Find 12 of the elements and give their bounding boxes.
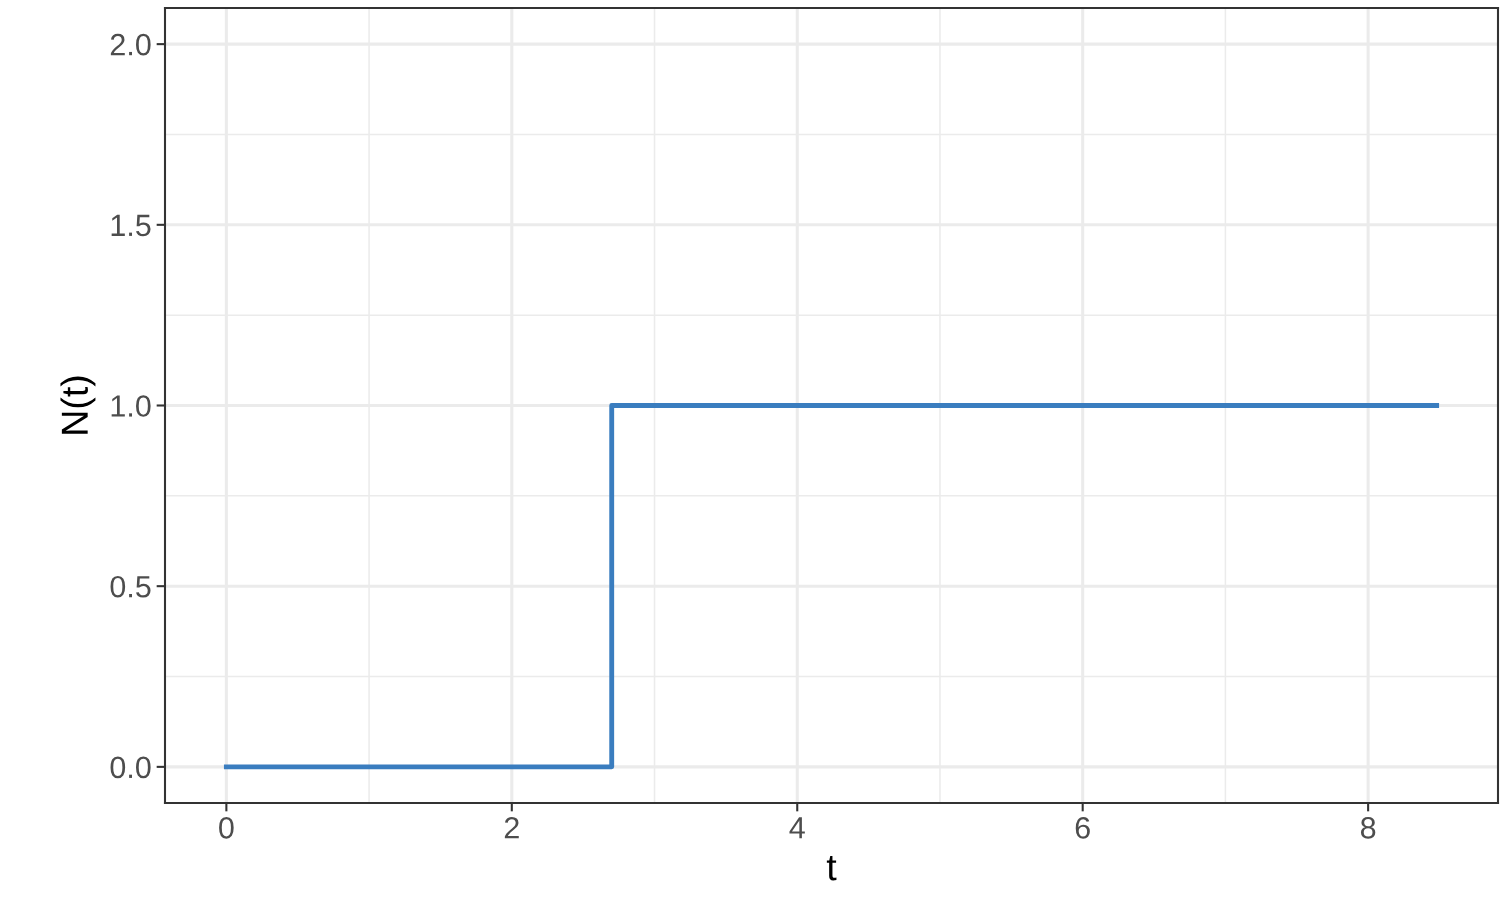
x-tick-label: 2 <box>504 817 519 839</box>
x-tick-label: 4 <box>789 817 805 839</box>
y-tick-label: 1.5 <box>111 214 151 237</box>
y-tick-label: 2.0 <box>110 33 151 56</box>
x-tick-label: 6 <box>1075 817 1090 839</box>
y-tick-label: 0.5 <box>110 575 151 598</box>
x-tick-label: 8 <box>1360 817 1376 839</box>
y-axis-title: N(t) <box>60 376 96 434</box>
x-tick-label: 0 <box>219 817 234 839</box>
y-tick-label: 0.0 <box>110 756 151 779</box>
y-tick-label: 1.0 <box>111 395 151 417</box>
x-axis-title: t <box>826 855 837 881</box>
